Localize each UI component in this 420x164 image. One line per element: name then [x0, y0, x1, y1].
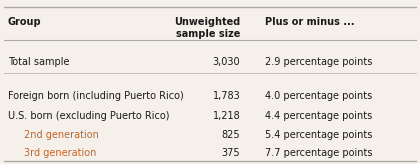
Text: 1,218: 1,218 — [213, 111, 240, 121]
Text: 375: 375 — [222, 148, 240, 158]
Text: 4.4 percentage points: 4.4 percentage points — [265, 111, 372, 121]
Text: 5.4 percentage points: 5.4 percentage points — [265, 130, 372, 140]
Text: 2nd generation: 2nd generation — [24, 130, 98, 140]
Text: Total sample: Total sample — [8, 57, 69, 67]
Text: Plus or minus ...: Plus or minus ... — [265, 17, 354, 27]
Text: 825: 825 — [222, 130, 240, 140]
Text: Unweighted
sample size: Unweighted sample size — [174, 17, 240, 39]
Text: Group: Group — [8, 17, 41, 27]
Text: 7.7 percentage points: 7.7 percentage points — [265, 148, 372, 158]
Text: 3,030: 3,030 — [213, 57, 240, 67]
Text: U.S. born (excluding Puerto Rico): U.S. born (excluding Puerto Rico) — [8, 111, 169, 121]
Text: 2.9 percentage points: 2.9 percentage points — [265, 57, 372, 67]
Text: 4.0 percentage points: 4.0 percentage points — [265, 91, 372, 101]
Text: 3rd generation: 3rd generation — [24, 148, 96, 158]
Text: Foreign born (including Puerto Rico): Foreign born (including Puerto Rico) — [8, 91, 183, 101]
Text: 1,783: 1,783 — [213, 91, 240, 101]
